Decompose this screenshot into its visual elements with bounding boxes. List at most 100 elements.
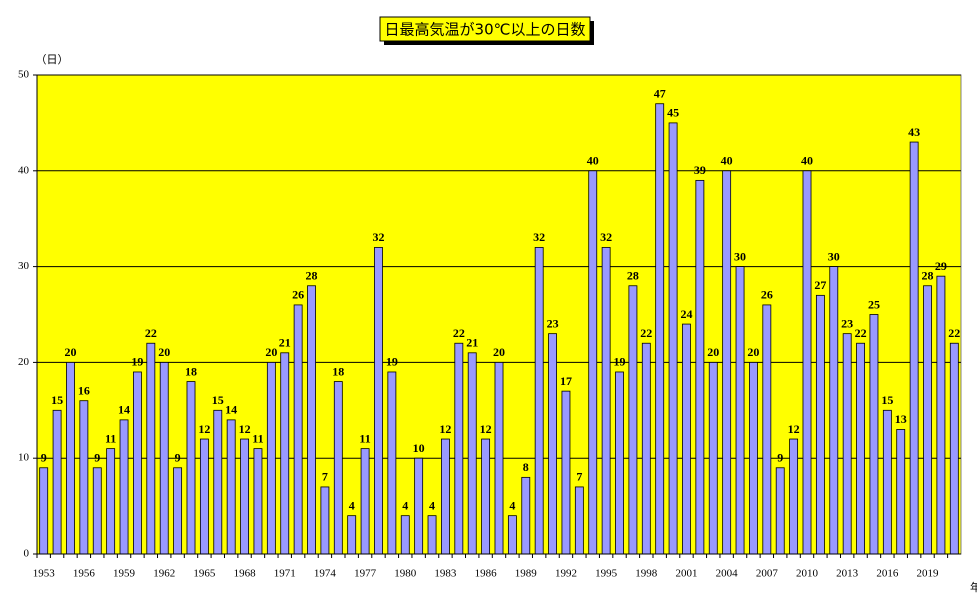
value-label: 19 [614, 355, 626, 369]
x-tick-label: 1956 [73, 568, 96, 580]
value-label: 39 [694, 163, 706, 177]
bar [92, 467, 102, 555]
bar [106, 448, 116, 555]
x-tick-label: 2007 [756, 568, 779, 580]
bar [320, 486, 330, 555]
x-tick-label: 1968 [234, 568, 257, 580]
x-tick-label: 1953 [33, 568, 56, 580]
x-tick-label: 1959 [113, 568, 136, 580]
bar [307, 285, 316, 555]
bar [775, 467, 785, 555]
bar [641, 342, 651, 555]
value-label: 40 [721, 154, 733, 168]
y-tick-label: 50 [18, 69, 30, 81]
value-label: 43 [908, 125, 920, 139]
bar [374, 247, 383, 555]
bar [869, 314, 879, 555]
bar [708, 361, 718, 555]
value-label: 14 [225, 403, 237, 417]
value-label: 22 [145, 326, 157, 340]
value-label: 13 [895, 412, 907, 426]
x-axis-label: 年 [970, 580, 977, 594]
bar [213, 409, 223, 555]
value-label: 40 [587, 154, 599, 168]
bar [266, 361, 276, 555]
value-label: 21 [466, 336, 478, 350]
bar [615, 371, 624, 555]
value-label: 7 [576, 470, 582, 484]
value-label: 29 [935, 259, 947, 273]
bar [561, 390, 571, 555]
bar [628, 285, 638, 555]
value-label: 24 [680, 307, 692, 321]
value-label: 20 [265, 345, 277, 359]
x-tick-label: 1977 [354, 568, 377, 580]
bar [253, 448, 263, 555]
value-label: 30 [734, 249, 746, 263]
x-tick-label: 2019 [917, 568, 940, 580]
bar [762, 304, 772, 555]
bar [119, 419, 129, 555]
bar [199, 438, 209, 555]
value-label: 7 [322, 470, 328, 484]
bar [842, 333, 852, 555]
bar [802, 170, 812, 555]
value-label: 20 [707, 345, 719, 359]
bar [52, 409, 62, 555]
value-label: 4 [402, 498, 408, 512]
value-label: 11 [252, 431, 263, 445]
value-label: 4 [509, 498, 515, 512]
x-tick-label: 2004 [716, 568, 739, 580]
value-label: 32 [533, 230, 545, 244]
value-label: 26 [761, 288, 773, 302]
value-label: 22 [855, 326, 867, 340]
bar [856, 342, 865, 555]
bar [186, 381, 196, 555]
bar [534, 247, 544, 555]
y-axis-label: （日） [36, 53, 69, 66]
bar [427, 515, 437, 555]
value-label: 20 [747, 345, 759, 359]
x-tick-label: 2013 [836, 568, 859, 580]
value-label: 12 [239, 422, 251, 436]
bar [574, 486, 584, 555]
value-label: 14 [118, 403, 130, 417]
bar [588, 170, 598, 555]
bar [949, 342, 959, 555]
value-label: 32 [372, 230, 384, 244]
value-label: 11 [105, 431, 116, 445]
value-label: 23 [841, 316, 853, 330]
bar [882, 409, 892, 555]
bar [79, 400, 89, 555]
value-label: 22 [453, 326, 465, 340]
value-label: 9 [777, 451, 783, 465]
x-tick-label: 1980 [394, 568, 417, 580]
x-tick-label: 1974 [314, 568, 337, 580]
bar [655, 103, 665, 555]
bar [360, 448, 370, 555]
value-label: 19 [131, 355, 143, 369]
value-label: 26 [292, 288, 304, 302]
bar [815, 294, 825, 555]
title-box [379, 16, 591, 42]
value-label: 28 [627, 269, 639, 283]
value-label: 4 [349, 498, 355, 512]
x-tick-label: 2010 [796, 568, 819, 580]
x-tick-label: 1989 [515, 568, 538, 580]
bar [226, 419, 236, 555]
x-tick-label: 2016 [876, 568, 899, 580]
value-label: 12 [480, 422, 492, 436]
bar [909, 141, 919, 555]
value-label: 16 [78, 383, 90, 397]
value-label: 19 [386, 355, 398, 369]
bar [735, 266, 745, 555]
bar [39, 467, 49, 555]
x-tick-label: 1971 [274, 568, 296, 580]
bar [240, 438, 249, 555]
value-label: 4 [429, 498, 435, 512]
value-label: 9 [94, 451, 100, 465]
value-label: 28 [306, 269, 318, 283]
value-label: 9 [175, 451, 181, 465]
value-label: 47 [654, 86, 666, 100]
